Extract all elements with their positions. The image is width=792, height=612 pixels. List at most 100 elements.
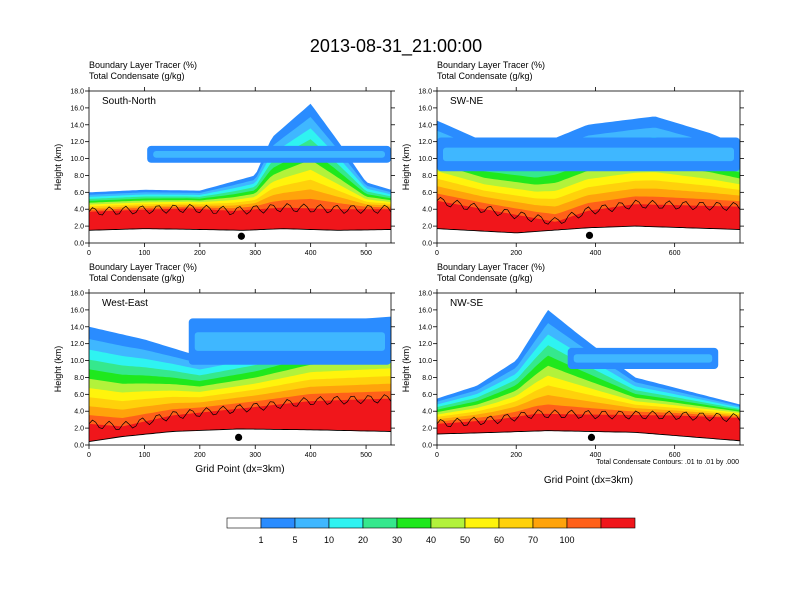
x-tick-label: 300 <box>249 250 261 257</box>
panel-west-east: Boundary Layer Tracer (%)Total Condensat… <box>53 262 395 475</box>
y-tick-label: 10.0 <box>70 156 84 163</box>
colorbar-label: 40 <box>426 535 436 545</box>
y-tick-label: 10.0 <box>70 358 84 365</box>
panel-name: South-North <box>102 96 156 107</box>
plot-frame <box>88 90 392 244</box>
x-tick-label: 0 <box>435 452 439 459</box>
colorbar-swatch-10 <box>566 517 602 529</box>
y-tick-label: 18.0 <box>70 89 84 96</box>
colorbar: 1 5 10 20 30 40 50 60 70 100 <box>226 517 636 545</box>
colorbar-swatch-11 <box>600 517 636 529</box>
y-tick-label: 2.0 <box>422 426 432 433</box>
y-tick-label: 4.0 <box>74 409 84 416</box>
terrain-line <box>437 430 740 442</box>
colorbar-swatch-5 <box>396 517 432 529</box>
y-tick-label: 14.0 <box>70 324 84 331</box>
variable-label-condensate: Total Condensate (g/kg) <box>89 273 185 283</box>
condensate-contour <box>437 196 740 225</box>
location-marker <box>587 433 596 441</box>
y-tick-label: 8.0 <box>422 173 432 180</box>
y-tick-label: 18.0 <box>70 291 84 298</box>
terrain-line <box>89 428 391 443</box>
y-tick-label: 12.0 <box>418 139 432 146</box>
x-tick-label: 400 <box>305 250 317 257</box>
y-tick-label: 0.0 <box>74 241 84 248</box>
panel-sw-ne: Boundary Layer Tracer (%)Total Condensat… <box>401 60 744 257</box>
variable-label-tracer: Boundary Layer Tracer (%) <box>437 262 545 272</box>
x-tick-label: 300 <box>249 452 261 459</box>
x-tick-label: 100 <box>139 250 151 257</box>
variable-label-condensate: Total Condensate (g/kg) <box>437 273 533 283</box>
panel-south-north: Boundary Layer Tracer (%)Total Condensat… <box>53 60 395 257</box>
colorbar-swatch-4 <box>362 517 398 529</box>
figure-title: 2013-08-31_21:00:00 <box>310 36 482 57</box>
x-tick-label: 500 <box>360 452 372 459</box>
condensate-contour <box>437 409 740 428</box>
condensate-contour <box>89 203 391 216</box>
upper-cloud-inner <box>153 150 385 158</box>
contour-note: Total Condensate Contours: .01 to .01 by… <box>596 459 739 466</box>
variable-label-condensate: Total Condensate (g/kg) <box>89 71 185 81</box>
y-axis-title: Height (km) <box>53 144 63 191</box>
variable-label-condensate: Total Condensate (g/kg) <box>437 71 533 81</box>
location-marker <box>585 231 594 239</box>
y-tick-label: 14.0 <box>418 122 432 129</box>
plot-area <box>437 91 740 243</box>
panel-nw-se: Boundary Layer Tracer (%)Total Condensat… <box>401 262 744 486</box>
y-tick-label: 16.0 <box>418 307 432 314</box>
y-tick-label: 16.0 <box>70 105 84 112</box>
colorbar-swatch-1 <box>260 517 296 529</box>
colorbar-swatch-3 <box>328 517 364 529</box>
condensate-contour <box>89 394 391 430</box>
panels: Boundary Layer Tracer (%)Total Condensat… <box>53 60 744 486</box>
y-tick-label: 18.0 <box>418 89 432 96</box>
y-tick-label: 0.0 <box>74 443 84 450</box>
y-tick-label: 12.0 <box>418 341 432 348</box>
terrain-line <box>89 228 391 231</box>
variable-label-tracer: Boundary Layer Tracer (%) <box>437 60 545 70</box>
x-tick-label: 400 <box>590 250 602 257</box>
upper-cloud-inner <box>573 354 713 363</box>
panel-name: SW-NE <box>450 96 483 107</box>
y-tick-label: 8.0 <box>74 375 84 382</box>
x-tick-label: 400 <box>590 452 602 459</box>
x-tick-label: 400 <box>305 452 317 459</box>
terrain-line <box>437 225 740 234</box>
x-tick-label: 200 <box>194 250 206 257</box>
x-tick-label: 200 <box>194 452 206 459</box>
colorbar-swatch-2 <box>294 517 330 529</box>
x-tick-label: 600 <box>669 452 681 459</box>
y-axis-title: Height (km) <box>401 346 411 393</box>
y-tick-label: 4.0 <box>74 207 84 214</box>
colorbar-label: 10 <box>324 535 334 545</box>
y-tick-label: 6.0 <box>74 190 84 197</box>
x-tick-label: 200 <box>510 452 522 459</box>
colorbar-label: 50 <box>460 535 470 545</box>
colorbar-label: 60 <box>494 535 504 545</box>
y-tick-label: 10.0 <box>418 358 432 365</box>
y-tick-label: 16.0 <box>418 105 432 112</box>
y-axis-title: Height (km) <box>53 346 63 393</box>
panel-name: West-East <box>102 298 148 309</box>
y-tick-label: 0.0 <box>422 443 432 450</box>
upper-cloud-inner <box>194 332 385 351</box>
x-tick-label: 500 <box>360 250 372 257</box>
y-tick-label: 12.0 <box>70 341 84 348</box>
upper-cloud-inner <box>443 147 734 162</box>
y-tick-label: 16.0 <box>70 307 84 314</box>
variable-label-tracer: Boundary Layer Tracer (%) <box>89 60 197 70</box>
x-tick-label: 0 <box>87 452 91 459</box>
plot-area <box>89 293 391 445</box>
colorbar-label: 1 <box>258 535 263 545</box>
plot-frame <box>436 90 741 244</box>
colorbar-swatch-7 <box>464 517 500 529</box>
plot-frame <box>436 292 741 446</box>
y-axis-title: Height (km) <box>401 144 411 191</box>
colorbar-label: 20 <box>358 535 368 545</box>
x-axis-title: Grid Point (dx=3km) <box>195 464 284 475</box>
y-tick-label: 0.0 <box>422 241 432 248</box>
y-tick-label: 2.0 <box>74 224 84 231</box>
colorbar-label: 100 <box>559 535 574 545</box>
y-tick-label: 2.0 <box>422 224 432 231</box>
x-tick-label: 600 <box>669 250 681 257</box>
